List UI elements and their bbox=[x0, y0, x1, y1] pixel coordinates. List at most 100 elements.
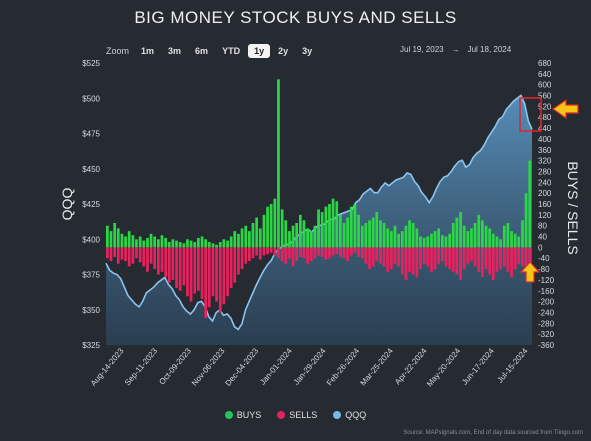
buys-bar bbox=[499, 239, 502, 248]
y-right-tick-label: 480 bbox=[538, 113, 552, 122]
buys-bar bbox=[441, 235, 444, 248]
buys-bar bbox=[269, 204, 273, 248]
range-start[interactable]: Jul 19, 2023 bbox=[400, 45, 444, 54]
range-arrow: → bbox=[451, 45, 460, 54]
sells-bar bbox=[524, 247, 528, 272]
sells-bar bbox=[415, 247, 419, 278]
buys-bar bbox=[349, 206, 353, 248]
buys-bar bbox=[167, 242, 171, 248]
sells-bar bbox=[324, 247, 328, 260]
buys-bar bbox=[433, 231, 437, 248]
zoom-6m-button[interactable]: 6m bbox=[195, 46, 209, 56]
buys-bar bbox=[299, 214, 302, 248]
buys-bar bbox=[273, 198, 277, 248]
sells-bar bbox=[513, 247, 517, 270]
sells-bar bbox=[178, 247, 182, 291]
zoom-1m-button[interactable]: 1m bbox=[141, 46, 155, 56]
y-right-tick-label: -280 bbox=[538, 319, 555, 328]
buys-bar bbox=[248, 231, 251, 248]
zoom-3m-button[interactable]: 3m bbox=[168, 46, 182, 56]
sells-bar bbox=[462, 247, 466, 270]
buys-bar bbox=[207, 242, 211, 248]
buys-bar bbox=[331, 198, 335, 248]
legend-item-buys[interactable]: BUYS bbox=[224, 410, 262, 420]
buys-bar bbox=[481, 220, 484, 248]
buys-dot-icon bbox=[224, 411, 233, 419]
zoom-3y-button[interactable]: 3y bbox=[302, 46, 313, 56]
y-right-tick-label: 400 bbox=[538, 135, 552, 144]
sells-bar bbox=[142, 247, 146, 267]
sells-bar bbox=[328, 247, 331, 259]
zoom-ytd-button[interactable]: YTD bbox=[222, 46, 241, 56]
legend-item-qqq[interactable]: QQQ bbox=[333, 410, 366, 420]
legend-item-sells[interactable]: SELLS bbox=[277, 410, 317, 420]
sells-bar bbox=[339, 247, 342, 257]
buys-bar bbox=[324, 206, 328, 248]
zoom-2y-button[interactable]: 2y bbox=[278, 46, 289, 56]
sells-bar bbox=[342, 247, 346, 259]
buys-bar bbox=[116, 228, 120, 248]
sells-bar bbox=[299, 247, 302, 257]
zoom-1y-button[interactable]: 1y bbox=[248, 44, 271, 58]
buys-bar bbox=[157, 239, 160, 248]
buys-bar bbox=[419, 236, 422, 248]
buys-bar bbox=[462, 225, 466, 248]
sells-bar bbox=[521, 247, 524, 267]
buys-bar bbox=[288, 231, 291, 248]
buys-bar bbox=[346, 217, 350, 248]
sells-bar bbox=[200, 247, 204, 299]
buys-bar bbox=[517, 236, 521, 248]
sells-bar bbox=[193, 247, 197, 294]
sells-bar bbox=[313, 247, 317, 259]
sells-bar bbox=[451, 247, 455, 272]
y-right-tick-label: 640 bbox=[538, 70, 552, 79]
buys-bar bbox=[295, 223, 299, 248]
buys-bar bbox=[353, 204, 357, 248]
sells-bar bbox=[390, 247, 393, 270]
buys-bar bbox=[521, 220, 524, 248]
sells-bar bbox=[109, 247, 113, 261]
buys-bar bbox=[510, 231, 513, 248]
sells-bar bbox=[379, 247, 382, 264]
buys-bar bbox=[470, 228, 473, 248]
sells-dot-icon bbox=[277, 411, 286, 419]
sells-bar bbox=[335, 247, 339, 255]
sells-bar bbox=[371, 247, 375, 267]
buys-bar bbox=[484, 225, 488, 248]
buys-bar bbox=[488, 228, 492, 248]
sells-bar bbox=[528, 247, 532, 275]
sells-bar bbox=[284, 247, 288, 264]
buys-bar bbox=[528, 160, 532, 248]
sells-bar bbox=[204, 247, 208, 318]
sells-bar bbox=[484, 247, 488, 270]
sells-bar bbox=[491, 247, 495, 280]
sells-bar bbox=[146, 247, 149, 272]
buys-bar bbox=[237, 233, 240, 248]
sells-bar bbox=[197, 247, 200, 291]
sells-bar bbox=[269, 247, 273, 253]
buys-bar bbox=[393, 225, 397, 248]
sells-bar bbox=[331, 247, 335, 256]
x-tick-label: Feb-26-2024 bbox=[325, 346, 362, 387]
sells-bar bbox=[138, 247, 142, 263]
y-right-tick-label: 320 bbox=[538, 157, 552, 166]
sells-bar bbox=[295, 247, 299, 261]
buys-bar bbox=[379, 220, 382, 248]
range-end[interactable]: Jul 18, 2024 bbox=[467, 45, 512, 54]
buys-bar bbox=[506, 223, 510, 248]
sells-bar bbox=[189, 247, 193, 302]
buys-bar bbox=[226, 240, 229, 248]
y-right-tick-label: -200 bbox=[538, 298, 555, 307]
zoom-label: Zoom bbox=[106, 46, 130, 56]
x-tick-label: Nov-06-2023 bbox=[190, 346, 227, 388]
buys-bar bbox=[502, 225, 506, 248]
buys-bar bbox=[229, 236, 233, 248]
y-right-tick-label: 160 bbox=[538, 200, 552, 209]
legend-label-buys: BUYS bbox=[236, 410, 262, 420]
sells-bar bbox=[357, 247, 360, 257]
sells-bar bbox=[175, 247, 178, 289]
legend-label-sells: SELLS bbox=[289, 410, 318, 420]
qqq-dot-icon bbox=[333, 411, 342, 419]
buys-bar bbox=[368, 220, 371, 248]
sells-bar bbox=[244, 247, 248, 264]
